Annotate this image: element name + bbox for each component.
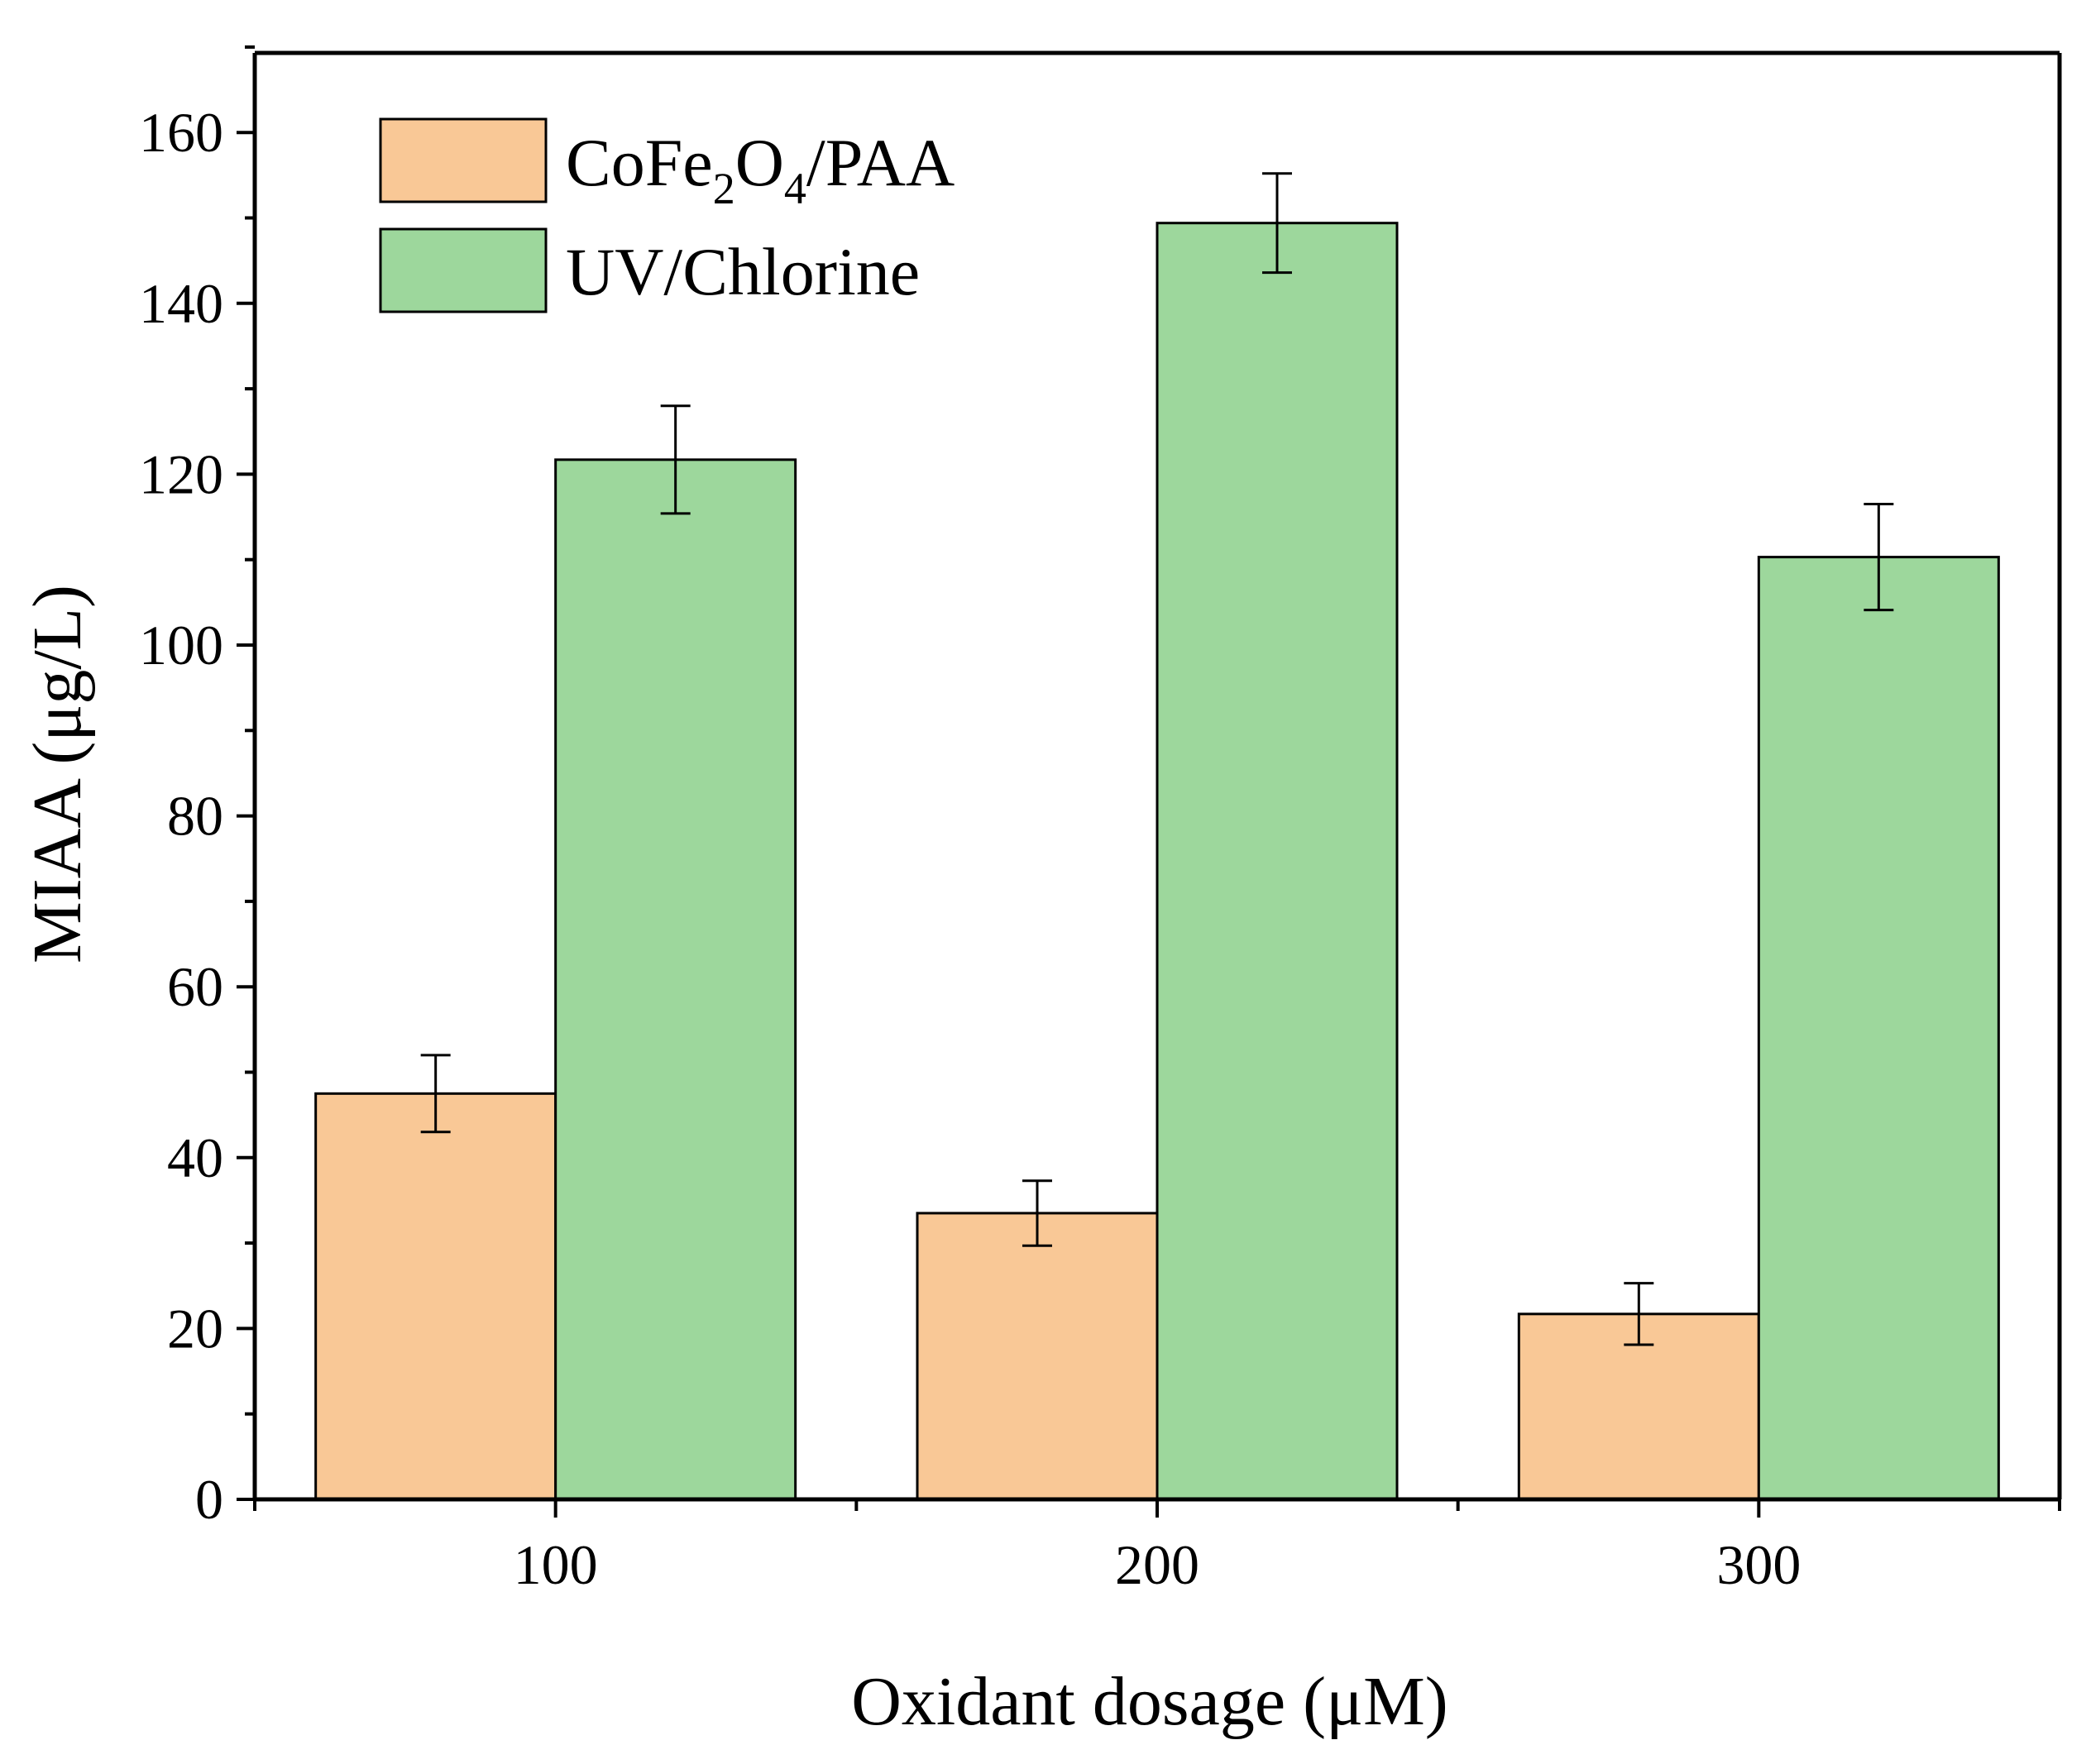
legend-swatch-cofe2o4-paa [379, 117, 548, 203]
legend-label-cofe2o4-paa-part2: O [735, 125, 784, 200]
legend-label-cofe2o4-paa-sub2: 4 [784, 164, 806, 213]
legend: CoFe2O4/PAA UV/Chlorine [379, 117, 955, 313]
bar-uv-chlorine-300 [1757, 556, 2000, 1501]
ticks-layer: 0 20 40 60 80 100 120 140 160 100 200 300 [139, 45, 2061, 1596]
bar-cofe2o4-paa-200 [916, 1212, 1159, 1501]
y-axis-title: MIAA (μg/L) [19, 585, 96, 963]
y-tick-label-120: 120 [139, 442, 223, 505]
legend-swatch-uv-chlorine [379, 227, 548, 313]
x-tick-label-300: 300 [1716, 1533, 1801, 1596]
y-tick-label-0: 0 [195, 1468, 223, 1531]
error-bar-cofe2o4-paa-100 [420, 1054, 451, 1134]
error-bar-cofe2o4-paa-300 [1624, 1282, 1654, 1346]
x-tick-label-100: 100 [514, 1533, 598, 1596]
legend-label-uv-chlorine: UV/Chlorine [566, 234, 920, 309]
y-tick-label-20: 20 [167, 1297, 223, 1360]
legend-label-cofe2o4-paa-part1: CoFe [566, 125, 713, 200]
error-bar-uv-chlorine-300 [1864, 503, 1894, 612]
error-bar-uv-chlorine-100 [660, 404, 691, 515]
x-tick-label-200: 200 [1115, 1533, 1199, 1596]
bar-uv-chlorine-200 [1156, 222, 1399, 1501]
bar-uv-chlorine-100 [554, 458, 797, 1501]
error-bar-cofe2o4-paa-200 [1022, 1179, 1052, 1247]
legend-label-cofe2o4-paa-sub1: 2 [713, 164, 735, 213]
y-tick-label-140: 140 [139, 272, 223, 335]
legend-label-cofe2o4-paa-part3: /PAA [806, 125, 955, 200]
y-tick-label-80: 80 [167, 785, 223, 848]
y-tick-label-60: 60 [167, 955, 223, 1018]
x-axis-title: Oxidant dosage (μM) [851, 1663, 1448, 1740]
legend-label-cofe2o4-paa: CoFe2O4/PAA [566, 125, 955, 213]
y-tick-label-40: 40 [167, 1126, 223, 1189]
y-tick-label-100: 100 [139, 614, 223, 676]
y-tick-label-160: 160 [139, 101, 223, 164]
error-bars-layer [420, 172, 1894, 1346]
bar-cofe2o4-paa-100 [314, 1092, 557, 1501]
bars-layer [314, 222, 2000, 1501]
error-bar-uv-chlorine-200 [1262, 172, 1292, 275]
